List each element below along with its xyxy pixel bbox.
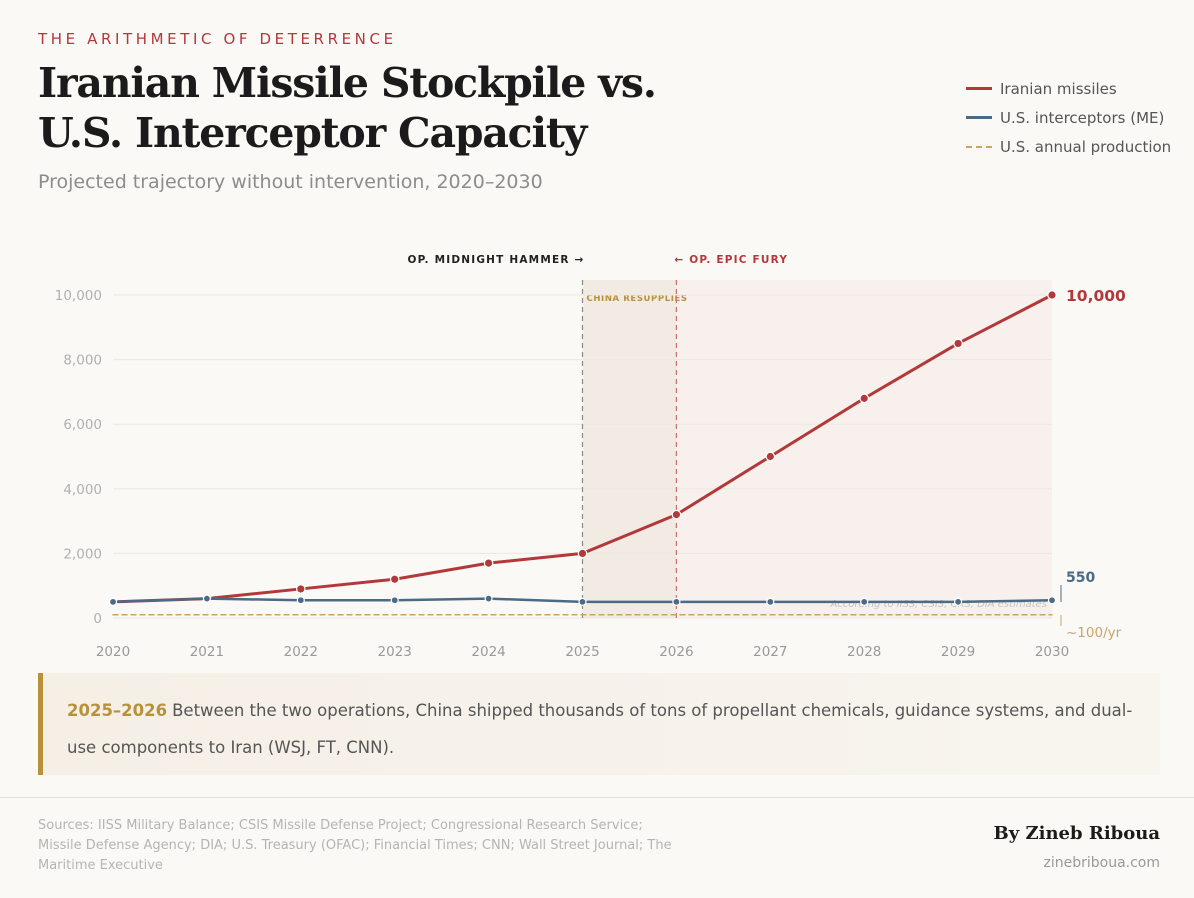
- y-tick-label: 8,000: [63, 353, 102, 369]
- y-tick-label: 6,000: [63, 417, 102, 433]
- x-tick-label: 2021: [190, 644, 224, 660]
- post-region: [676, 280, 1052, 618]
- data-point-missiles: [953, 338, 963, 349]
- x-tick-label: 2022: [284, 644, 318, 660]
- data-point-missiles: [483, 558, 494, 568]
- data-point-missiles: [765, 451, 776, 462]
- event-label: OP. MIDNIGHT HAMMER →: [407, 254, 584, 266]
- kicker: THE ARITHMETIC OF DETERRENCE: [38, 30, 397, 48]
- data-point-interceptors: [390, 596, 399, 605]
- line-chart: CHINA RESUPPLIES 0 2,000 4,000 6,000 8,000 10,…: [55, 254, 1126, 660]
- event-label: ← OP. EPIC FURY: [674, 254, 788, 266]
- chart-subtitle: Projected trajectory without interventio…: [38, 171, 543, 193]
- y-tick-label: 0: [93, 611, 102, 627]
- x-tick-label: 2026: [659, 644, 693, 660]
- legend-item-production: U.S. annual production: [966, 132, 1171, 161]
- y-tick-label: 4,000: [63, 482, 102, 498]
- x-tick-label: 2023: [378, 644, 412, 660]
- x-tick-label: 2028: [847, 644, 881, 660]
- data-point-missiles: [577, 548, 588, 559]
- legend-item-missiles: Iranian missiles: [966, 74, 1171, 103]
- data-point-interceptors: [860, 597, 869, 606]
- byline: By Zineb Riboua: [993, 823, 1160, 844]
- data-point-interceptors: [202, 594, 211, 603]
- sources-text: Sources: IISS Military Balance; CSIS Mis…: [38, 818, 672, 873]
- data-point-missiles: [295, 584, 306, 594]
- x-tick-label: 2024: [471, 644, 505, 660]
- data-point-interceptors: [108, 597, 118, 606]
- data-point-missiles: [671, 509, 682, 520]
- x-tick-label: 2030: [1035, 644, 1069, 660]
- end-label-missiles: 10,000: [1066, 287, 1126, 305]
- data-point-missiles: [389, 574, 400, 585]
- legend-swatch-missiles: [966, 87, 992, 90]
- legend-label-production: U.S. annual production: [1000, 137, 1172, 156]
- y-tick-label: 10,000: [55, 288, 102, 304]
- shaded-region: [582, 280, 677, 618]
- data-point-interceptors: [296, 596, 305, 605]
- x-tick-label: 2025: [565, 644, 599, 660]
- x-tick-label: 2027: [753, 644, 787, 660]
- data-point-interceptors: [672, 597, 681, 606]
- legend: Iranian missiles U.S. interceptors (ME) …: [966, 74, 1171, 161]
- website-link[interactable]: zineb­riboua.com: [1043, 855, 1160, 871]
- data-point-interceptors: [953, 597, 963, 606]
- callout-text: Between the two operations, China shippe…: [67, 701, 1133, 757]
- end-label-interceptors: 550: [1066, 570, 1095, 586]
- x-tick-label: 2029: [941, 644, 975, 660]
- data-point-interceptors: [484, 594, 493, 603]
- legend-label-missiles: Iranian missiles: [1000, 79, 1117, 98]
- shaded-region-label: CHINA RESUPPLIES: [587, 294, 688, 304]
- legend-label-interceptors: U.S. interceptors (ME): [1000, 108, 1165, 127]
- callout-years: 2025–2026: [67, 701, 168, 720]
- data-point-missiles: [859, 393, 869, 404]
- y-tick-label: 2,000: [63, 546, 102, 562]
- end-label-production: ~100/yr: [1066, 625, 1122, 641]
- data-point-missiles: [1047, 290, 1057, 300]
- legend-item-interceptors: U.S. interceptors (ME): [966, 103, 1171, 132]
- estimates-note: According to IISS, CSIS, CRS, DIA estima…: [829, 599, 1047, 610]
- chart-title: Iranian Missile Stockpile vs. U.S. Inter…: [38, 59, 657, 157]
- callout-box: 2025–2026 Between the two operations, Chi…: [38, 673, 1160, 775]
- footer-divider: [0, 797, 1194, 798]
- data-point-interceptors: [578, 597, 587, 606]
- data-point-interceptors: [766, 597, 775, 606]
- legend-swatch-interceptors: [966, 116, 992, 119]
- legend-swatch-production: [966, 145, 992, 148]
- x-tick-label: 2020: [96, 644, 130, 660]
- data-point-interceptors: [1047, 596, 1057, 605]
